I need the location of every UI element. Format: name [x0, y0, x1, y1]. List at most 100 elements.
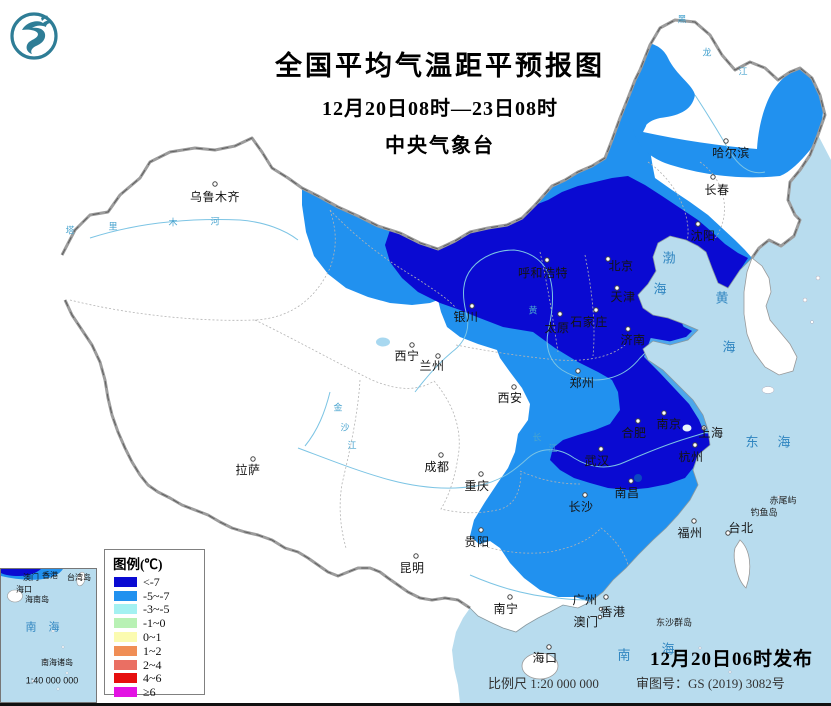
legend-row: <-7 [105, 575, 204, 589]
legend-swatch [114, 576, 137, 587]
city-label: 昆明 [399, 561, 425, 575]
city-markers [212, 138, 731, 650]
region-below-minus7 [385, 176, 748, 490]
map-approval-number: 审图号：GS (2019) 3082号 [636, 676, 785, 691]
taihu-lake [682, 424, 692, 432]
province-borders [69, 161, 725, 570]
sea-label-bohai: 海 [653, 281, 667, 297]
city-label: 台北 [728, 521, 754, 535]
city-label: 广州 [572, 593, 598, 607]
legend-swatch [114, 632, 137, 643]
small-islands [658, 275, 821, 674]
sea-label-yellow-sea: 黄 [715, 290, 729, 306]
legend-row: -1~0 [105, 616, 204, 630]
legend-label: <-7 [143, 574, 160, 589]
region-northeast-minus5-to-minus7 [619, 42, 823, 178]
sea-label-yellow-sea: 海 [722, 339, 736, 355]
inset-label-south-sea: 海 [48, 621, 60, 634]
city-label: 兰州 [419, 359, 445, 373]
city-label: 澳门 [573, 615, 599, 629]
city-label: 南宁 [493, 602, 519, 616]
poyang-lake [634, 474, 642, 482]
river-label-heilongjiang: 江 [738, 66, 748, 77]
city-label: 重庆 [464, 479, 490, 493]
city-label: 北京 [608, 259, 634, 273]
river-label-tarim: 里 [108, 221, 118, 232]
city-label: 海口 [532, 651, 558, 665]
city-label: 沈阳 [690, 229, 716, 243]
issue-time: 12月20日06时发布 [650, 649, 814, 670]
city-label: 长沙 [568, 500, 594, 514]
inset-label-south-sea: 南 [25, 621, 37, 634]
legend-row: ≥6 [105, 685, 204, 699]
river-label-tarim: 塔 [65, 225, 75, 236]
city-label: 合肥 [621, 426, 647, 440]
river-label-tarim: 河 [210, 216, 220, 227]
legend-row: 1~2 [105, 644, 204, 658]
legend-swatch [114, 659, 137, 670]
city-label: 贵阳 [464, 535, 490, 549]
inset-label-xianggang: 香港 [42, 571, 58, 580]
legend-row: -3~-5 [105, 603, 204, 617]
inset-scale: 1:40 000 000 [25, 675, 79, 686]
legend-swatch [114, 590, 137, 601]
inset-label-nanhai-islands: 南海诸岛 [41, 658, 73, 667]
city-label: 太原 [544, 321, 570, 335]
title-block: 全国平均气温距平预报图 12月20日08时—23日08时 中央气象台 [225, 44, 655, 158]
legend-row: 2~4 [105, 658, 204, 672]
sea-label-east-china-sea: 海 [777, 434, 791, 450]
city-label: 石家庄 [570, 315, 608, 329]
map-scale: 比例尺 1:20 000 000 [488, 676, 599, 691]
river-label-heilongjiang: 龙 [702, 47, 712, 58]
city-label: 福州 [677, 526, 703, 540]
river-label-heilongjiang: 黑 [677, 14, 687, 25]
rivers [89, 94, 766, 601]
national-border-north-dash [61, 19, 826, 259]
inset-label-hainandao: 海南岛 [25, 595, 49, 604]
inset-mainland-darkblue [1, 569, 41, 576]
legend-title: 图例(℃) [113, 557, 163, 572]
river-label-jinsha: 金 [333, 402, 343, 413]
city-label: 西宁 [394, 349, 420, 363]
coastline [469, 235, 753, 633]
cma-logo [10, 12, 58, 60]
city-label: 呼和浩特 [517, 266, 569, 280]
city-label: 郑州 [569, 376, 595, 390]
sea-label-east-china-sea: 东 [745, 434, 759, 450]
city-label: 南昌 [614, 486, 640, 500]
river-label-jinsha: 江 [347, 440, 357, 451]
foreign-land-north [0, 0, 831, 300]
city-label: 西安 [497, 391, 523, 405]
sea-label-south-china-sea: 海 [661, 641, 675, 657]
city-label: 天津 [610, 290, 636, 304]
inset-label-haikou: 海口 [16, 585, 32, 594]
taiwan-island [733, 539, 751, 589]
city-label: 南京 [656, 417, 682, 431]
page-title: 全国平均气温距平预报图 [275, 51, 605, 81]
legend-row: 0~1 [105, 630, 204, 644]
city-label: 杭州 [678, 450, 704, 464]
river-label-tarim: 木 [168, 217, 178, 228]
forecast-period: 12月20日08时—23日08时 [322, 98, 558, 120]
legend-swatch [114, 604, 137, 615]
island-label-chiweiyu: 赤尾屿 [769, 495, 797, 506]
inset-hainan [7, 589, 23, 603]
legend: 图例(℃) <-7 -5~-7 -3~-5 -1~0 0~1 1~2 2~4 4… [104, 549, 205, 698]
agency-name: 中央气象台 [385, 135, 495, 157]
island-label-dongsha: 东沙群岛 [655, 617, 693, 628]
legend-row: -5~-7 [105, 589, 204, 603]
legend-label: 4~6 [143, 671, 162, 686]
city-label: 乌鲁木齐 [189, 190, 241, 204]
city-label: 拉萨 [235, 463, 261, 477]
island-label-diaoyudao: 钓鱼岛 [750, 507, 778, 518]
river-label-yangtze: 江 [548, 443, 558, 454]
legend-label: -3~-5 [143, 602, 170, 617]
city-label: 上海 [698, 426, 724, 440]
legend-swatch [114, 673, 137, 684]
sea-label-bohai: 渤 [662, 250, 676, 266]
legend-label: ≥6 [143, 685, 156, 700]
city-label: 长春 [704, 183, 730, 197]
legend-label: -1~0 [143, 616, 166, 631]
legend-label: 1~2 [143, 643, 162, 658]
